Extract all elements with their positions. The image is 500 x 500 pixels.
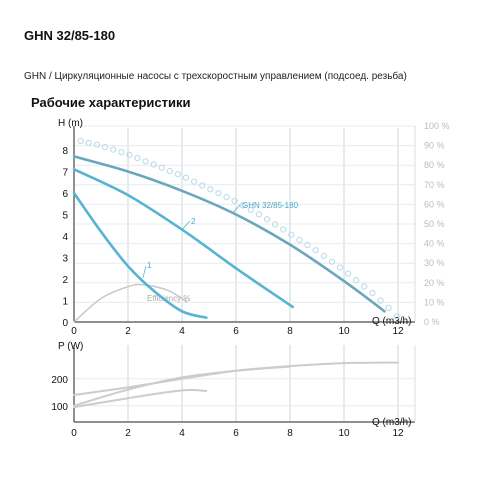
page-subtitle: GHN / Циркуляционные насосы с трехскорос… [24,71,407,82]
max-curve-dot [312,247,319,254]
max-curve-dot [377,297,384,304]
max-curve-dot [77,137,84,144]
x-axis-label: Q (m3/h) [372,316,411,327]
right-tick-label: 80 % [424,160,445,170]
efficiency-curve [73,283,188,323]
y-axis-label: P (W) [58,341,83,352]
right-tick-label: 50 % [424,219,445,229]
x-tick-label: 12 [392,428,404,439]
y-axis-label: H (m) [58,118,83,129]
pump-curve-2 [72,168,294,309]
x-tick-label: 0 [71,326,77,337]
curve-label-1: 1 [147,261,152,270]
y-tick-label: 8 [62,146,68,157]
max-curve-dot [110,146,117,153]
curve-label-leader [142,265,147,279]
y-tick-label: 200 [51,375,68,386]
max-curve-dot [223,194,230,201]
x-tick-label: 8 [287,326,293,337]
max-curve-dot [174,171,181,178]
right-tick-label: 30 % [424,258,445,268]
max-curve-dot [345,270,352,277]
max-curve-dot [191,178,198,185]
y-tick-label: 5 [62,211,68,222]
right-tick-label: 10 % [424,297,445,307]
max-curve-dot [102,143,109,151]
max-curve-dot [296,236,303,243]
max-curve-dot [328,258,335,265]
curve-label-leader [181,220,191,230]
efficiency-label: Efficiency % [147,294,190,303]
max-curve-dot [385,304,392,311]
max-curve-dot [369,290,376,297]
y-tick-label: 2 [62,275,68,286]
right-tick-label: 20 % [424,278,445,288]
max-curve-dot [247,206,254,213]
max-curve-dot [182,174,190,181]
pump-curve-1 [72,191,208,319]
max-curve-dot [118,149,125,156]
power-curve-3 [73,388,208,409]
curve-label-max: GHN 32/85-180 [242,201,299,210]
section-title: Рабочие характеристики [31,95,191,110]
x-tick-label: 4 [179,326,185,337]
x-tick-label: 2 [125,326,131,337]
x-tick-label: 8 [287,428,293,439]
max-curve-dot [199,182,206,189]
max-curve-dot [150,161,157,168]
right-tick-label: 0 % [424,317,440,327]
x-tick-label: 6 [233,326,239,337]
x-tick-label: 2 [125,428,131,439]
right-tick-label: 40 % [424,239,445,249]
max-curve-dot [255,211,262,218]
max-curve-dot [166,167,173,175]
max-curve-dot [207,186,214,193]
max-curve-dot [263,216,271,223]
y-tick-label: 0 [62,318,68,329]
power-curve-2 [73,365,291,407]
x-tick-label: 10 [338,326,350,337]
max-curve-dot [215,190,222,197]
max-curve-dot [93,141,101,148]
x-tick-label: 10 [338,428,350,439]
max-curve-dot [353,277,360,284]
y-tick-label: 4 [62,232,68,243]
y-tick-label: 3 [62,254,68,265]
max-curve-dot [288,231,295,238]
max-curve-dot [280,226,287,233]
x-tick-label: 4 [179,428,185,439]
max-curve-dot [336,264,344,271]
pump-curve-max [72,155,386,313]
max-curve-dot [361,283,368,290]
y-tick-label: 100 [51,402,68,413]
right-tick-label: 90 % [424,141,445,151]
page-title: GHN 32/85-180 [24,28,116,43]
max-curve-dot [304,241,311,249]
y-tick-label: 1 [62,297,68,308]
x-axis-label: Q (m3/h) [372,417,411,428]
right-tick-label: 70 % [424,180,445,190]
max-curve-dot [85,139,92,146]
max-curve-dot [272,221,279,228]
max-curve-dot [158,164,165,171]
max-curve-dot [231,197,238,205]
right-tick-label: 100 % [424,121,450,131]
right-tick-label: 60 % [424,199,445,209]
curve-label-leader [233,204,241,213]
max-curve-dot [393,313,400,320]
x-tick-label: 6 [233,428,239,439]
y-tick-label: 6 [62,189,68,200]
y-tick-label: 7 [62,168,68,179]
max-curve-dot [126,151,133,158]
max-curve-dot [134,155,141,162]
x-tick-label: 0 [71,428,77,439]
max-curve-dot [320,252,327,259]
max-curve-dot [142,158,149,165]
x-tick-label: 12 [392,326,404,337]
curve-label-2: 2 [191,217,196,226]
